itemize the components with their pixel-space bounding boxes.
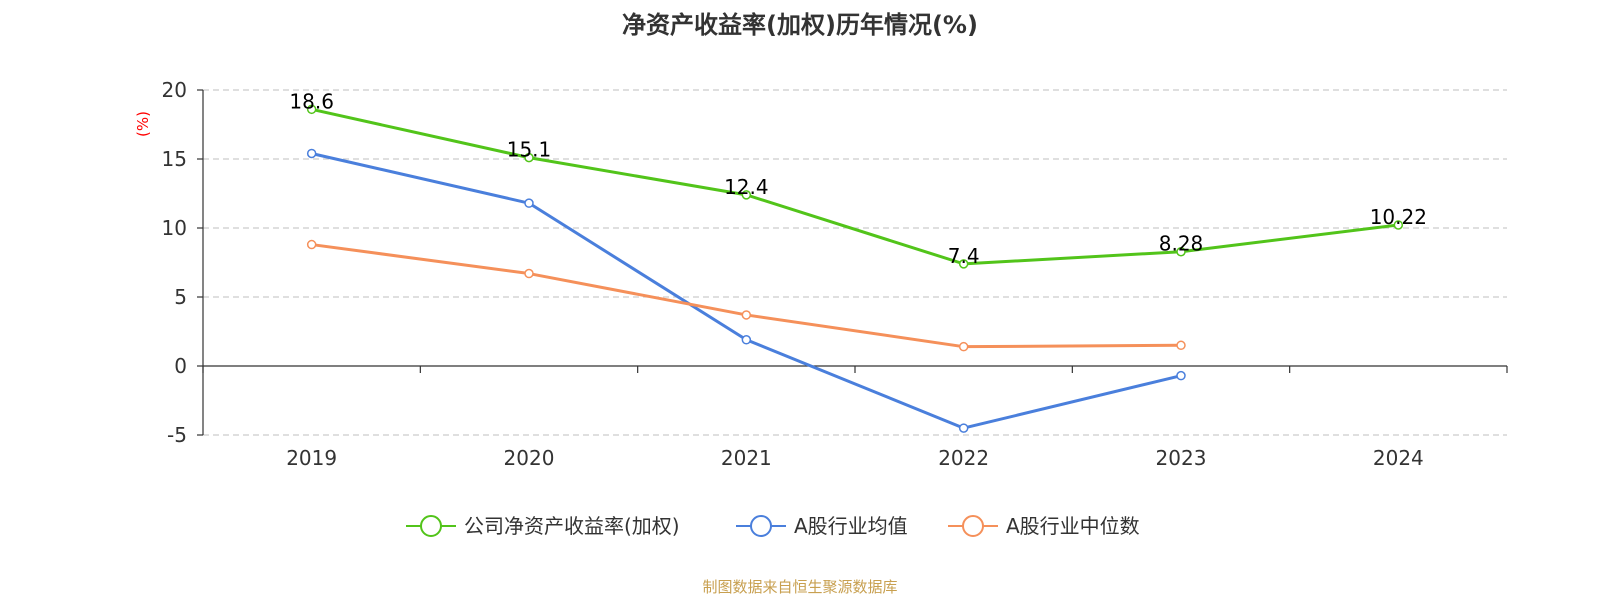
axes: 20 15 10 5 0 -5 2019 2020 2021 2022 2023 2024 [162, 78, 1508, 470]
data-labels: 18.6 15.1 12.4 7.4 8.28 10.22 [289, 89, 1427, 268]
y-tick-label: 0 [174, 354, 187, 378]
data-point[interactable] [958, 341, 969, 352]
series-2 [306, 239, 1186, 352]
data-point[interactable] [524, 198, 534, 208]
chart-title: 净资产收益率(加权)历年情况(%) [622, 11, 978, 39]
series-line [311, 107, 1399, 266]
data-point[interactable] [741, 310, 752, 320]
x-tick-label: 2023 [1156, 446, 1207, 470]
series-1 [306, 148, 1186, 433]
x-tick-label: 2019 [286, 446, 337, 470]
data-label: 7.4 [948, 244, 980, 268]
series-0 [306, 104, 1404, 269]
x-tick-label: 2022 [938, 446, 989, 470]
legend-marker [750, 515, 772, 537]
data-point[interactable] [958, 259, 969, 269]
y-tick-label: 10 [162, 216, 187, 240]
y-tick-label: 20 [162, 78, 187, 102]
legend[interactable]: 公司净资产收益率(加权) A股行业均值 A股行业中位数 [406, 514, 1140, 538]
data-point[interactable] [958, 423, 969, 433]
data-label: 18.6 [289, 89, 334, 113]
data-point[interactable] [306, 104, 317, 115]
legend-item[interactable]: A股行业中位数 [948, 514, 1140, 538]
data-point[interactable] [306, 239, 317, 250]
legend-marker [420, 515, 442, 537]
data-label: 10.22 [1370, 205, 1427, 229]
legend-item[interactable]: 公司净资产收益率(加权) [406, 514, 680, 538]
data-label: 15.1 [507, 138, 552, 162]
data-point[interactable] [524, 152, 534, 163]
source-note: 制图数据来自恒生聚源数据库 [702, 578, 897, 596]
x-tick-label: 2024 [1373, 446, 1424, 470]
x-tick-label: 2021 [721, 446, 772, 470]
data-point[interactable] [1176, 246, 1186, 257]
y-tick-label: 5 [174, 285, 187, 309]
y-axis-label: (%) [134, 111, 152, 137]
data-point[interactable] [741, 335, 752, 345]
legend-item[interactable]: A股行业均值 [736, 514, 908, 538]
data-point[interactable] [306, 148, 317, 159]
data-point[interactable] [1176, 340, 1186, 351]
legend-label: A股行业均值 [794, 514, 908, 538]
data-point[interactable] [1393, 220, 1404, 230]
y-tick-label: -5 [167, 423, 187, 447]
x-tick-label: 2020 [504, 446, 555, 470]
data-point[interactable] [1176, 370, 1186, 381]
data-point[interactable] [741, 190, 752, 200]
legend-marker [962, 515, 984, 537]
series-lines [306, 104, 1404, 433]
data-point[interactable] [524, 268, 534, 279]
data-label: 12.4 [724, 175, 769, 199]
y-tick-label: 15 [162, 147, 187, 171]
legend-label: 公司净资产收益率(加权) [464, 514, 680, 538]
legend-label: A股行业中位数 [1006, 514, 1140, 538]
data-label: 8.28 [1159, 232, 1204, 256]
